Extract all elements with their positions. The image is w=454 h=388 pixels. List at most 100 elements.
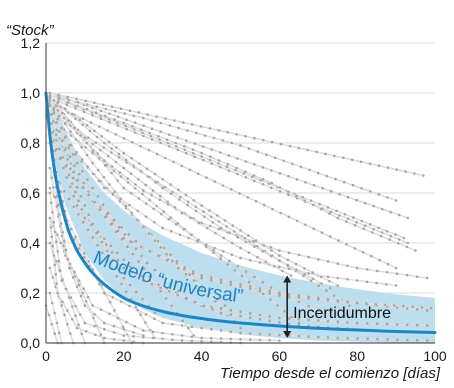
- data-point: [60, 139, 64, 143]
- data-point: [83, 204, 87, 207]
- data-point: [155, 204, 158, 208]
- data-point: [297, 321, 301, 325]
- data-point: [61, 300, 64, 304]
- data-point: [58, 157, 62, 160]
- data-point: [171, 333, 174, 336]
- data-point: [78, 243, 82, 247]
- data-point: [128, 283, 132, 287]
- data-point: [146, 113, 149, 116]
- background-series: [48, 91, 425, 177]
- data-point: [328, 279, 331, 283]
- data-point: [317, 335, 320, 339]
- data-point: [414, 249, 417, 252]
- data-point: [278, 294, 281, 297]
- data-point: [69, 167, 72, 170]
- data-point: [312, 227, 316, 230]
- data-point: [375, 269, 379, 273]
- data-point: [406, 241, 410, 245]
- data-point: [171, 338, 174, 342]
- data-point: [405, 307, 409, 310]
- data-point: [336, 320, 340, 324]
- data-point: [55, 148, 58, 151]
- data-point: [108, 112, 111, 116]
- data-point: [173, 119, 176, 122]
- data-point: [155, 152, 159, 156]
- data-point: [235, 166, 238, 170]
- data-point: [250, 175, 254, 179]
- data-point: [212, 249, 215, 252]
- data-point: [186, 203, 189, 207]
- data-point: [244, 134, 247, 138]
- data-point: [74, 314, 77, 318]
- data-point: [128, 203, 131, 207]
- data-point: [59, 241, 63, 245]
- data-point: [239, 229, 242, 232]
- data-point: [307, 318, 310, 322]
- x-tick-label: 20: [116, 348, 132, 364]
- data-point: [178, 198, 181, 201]
- data-point: [56, 250, 59, 253]
- data-point: [63, 122, 67, 125]
- data-point: [72, 194, 75, 198]
- data-point: [190, 325, 194, 329]
- x-tick-label: 60: [272, 348, 288, 364]
- data-point: [191, 148, 195, 151]
- data-point: [307, 297, 310, 300]
- data-point: [219, 278, 223, 282]
- data-point: [258, 338, 262, 342]
- data-point: [389, 234, 393, 238]
- data-point: [115, 146, 118, 149]
- data-point: [268, 338, 272, 342]
- data-point: [84, 99, 87, 103]
- data-point: [248, 338, 252, 341]
- data-point: [326, 336, 330, 339]
- data-point: [76, 104, 79, 108]
- data-point: [303, 199, 307, 202]
- data-point: [219, 307, 223, 310]
- data-point: [128, 304, 131, 308]
- data-point: [156, 240, 160, 243]
- data-point: [378, 258, 381, 262]
- data-point: [75, 185, 79, 189]
- background-series-layer: [44, 91, 433, 345]
- data-point: [345, 220, 348, 223]
- data-point: [383, 303, 387, 307]
- data-point: [167, 290, 171, 293]
- data-point: [122, 334, 126, 337]
- data-point: [282, 159, 286, 163]
- data-point: [123, 112, 126, 115]
- data-point: [112, 331, 116, 334]
- data-point: [264, 260, 268, 264]
- data-point: [258, 313, 262, 317]
- data-point: [311, 277, 315, 281]
- data-point: [99, 117, 103, 120]
- data-point: [177, 289, 180, 293]
- data-point: [248, 316, 252, 320]
- background-series: [56, 101, 340, 287]
- data-point: [184, 139, 188, 142]
- data-point: [186, 200, 190, 204]
- data-point: [65, 176, 69, 179]
- data-point: [342, 180, 346, 184]
- data-point: [73, 270, 76, 274]
- data-point: [362, 227, 366, 231]
- data-point: [208, 158, 212, 162]
- data-point: [93, 101, 96, 105]
- data-point: [83, 255, 86, 259]
- data-point: [55, 233, 59, 236]
- data-point: [69, 332, 72, 335]
- data-point: [67, 197, 71, 201]
- data-point: [94, 111, 98, 114]
- data-point: [64, 287, 68, 291]
- data-point: [217, 162, 220, 165]
- data-point: [82, 287, 85, 291]
- data-point: [129, 172, 133, 175]
- data-point: [148, 275, 151, 278]
- data-point: [110, 151, 113, 154]
- data-point: [425, 324, 429, 327]
- data-point: [342, 156, 345, 160]
- data-point: [83, 321, 87, 325]
- data-point: [321, 186, 324, 190]
- data-point: [153, 239, 157, 242]
- data-point: [132, 128, 136, 131]
